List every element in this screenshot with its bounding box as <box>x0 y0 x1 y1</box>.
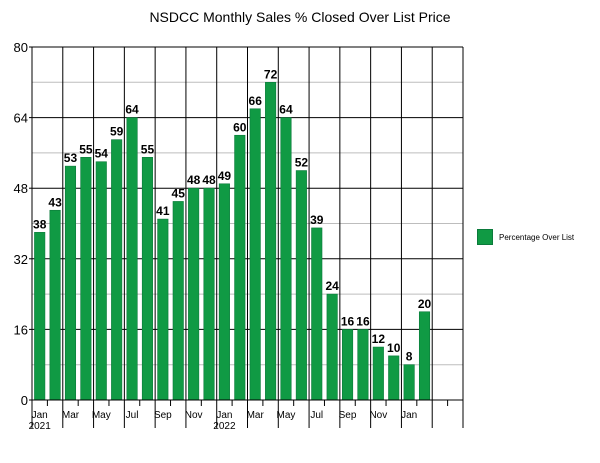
bar <box>172 201 184 401</box>
bar <box>280 117 292 401</box>
x-tick-year-label: 2022 <box>213 421 236 432</box>
x-tick-label: Jul <box>126 410 139 421</box>
data-label: 66 <box>249 94 263 108</box>
data-label: 39 <box>310 213 324 227</box>
chart-title: NSDCC Monthly Sales % Closed Over List P… <box>149 9 451 25</box>
x-tick-label: Nov <box>369 410 387 421</box>
bar <box>80 157 92 401</box>
data-label: 55 <box>141 142 155 156</box>
bar <box>188 187 200 401</box>
bar <box>372 346 384 401</box>
bar <box>388 355 400 401</box>
bar <box>34 232 46 401</box>
data-label: 60 <box>233 120 247 134</box>
x-tick-label: Sep <box>339 410 357 421</box>
data-label: 16 <box>341 314 355 328</box>
bar <box>326 293 338 401</box>
data-label: 38 <box>33 217 47 231</box>
data-label: 10 <box>387 341 401 355</box>
bar <box>49 209 61 401</box>
bar <box>218 183 230 401</box>
bar <box>249 108 261 401</box>
data-label: 20 <box>418 297 432 311</box>
bar <box>141 157 153 401</box>
legend-label: Percentage Over List <box>499 232 575 242</box>
x-tick-label: Jan <box>32 410 48 421</box>
data-label: 54 <box>95 147 109 161</box>
bar <box>234 134 246 401</box>
data-label: 12 <box>372 332 386 346</box>
bar <box>111 139 123 401</box>
x-tick-label: Jan <box>216 410 232 421</box>
data-label: 48 <box>202 173 216 187</box>
x-tick-label: May <box>277 410 296 421</box>
x-tick-label: Mar <box>62 410 80 421</box>
data-label: 53 <box>64 151 78 165</box>
data-label: 64 <box>279 103 293 117</box>
y-tick-label: 48 <box>14 181 28 196</box>
bar <box>418 311 431 401</box>
data-label: 52 <box>295 156 309 170</box>
data-label: 72 <box>264 67 278 81</box>
bar <box>295 170 307 401</box>
data-label: 41 <box>156 204 170 218</box>
bar <box>357 329 369 401</box>
data-label: 64 <box>125 103 139 117</box>
y-tick-label: 0 <box>21 393 28 408</box>
bars-group <box>34 82 431 401</box>
bar <box>203 187 215 401</box>
data-label: 48 <box>187 173 201 187</box>
y-tick-label: 80 <box>14 40 28 55</box>
x-tick-label: May <box>92 410 111 421</box>
legend-swatch <box>477 229 493 245</box>
bar <box>64 165 77 401</box>
x-tick-label: Jan <box>401 410 417 421</box>
bar <box>403 364 415 401</box>
bar <box>157 218 169 401</box>
bar <box>126 117 138 401</box>
x-tick-label: Nov <box>185 410 203 421</box>
y-tick-label: 16 <box>14 322 28 337</box>
bar <box>311 227 323 401</box>
x-tick-label: Jul <box>310 410 323 421</box>
bar <box>342 329 354 401</box>
legend: Percentage Over List <box>477 229 574 245</box>
data-label: 49 <box>218 169 232 183</box>
bar <box>95 161 107 401</box>
y-tick-label: 32 <box>14 252 28 267</box>
data-label: 45 <box>172 186 186 200</box>
y-tick-label: 64 <box>14 111 28 126</box>
x-tick-label: Sep <box>154 410 172 421</box>
data-label: 43 <box>48 195 62 209</box>
data-label: 55 <box>79 142 93 156</box>
data-label: 16 <box>356 314 370 328</box>
x-tick-label: Mar <box>247 410 265 421</box>
data-label: 59 <box>110 125 124 139</box>
data-label: 24 <box>325 279 339 293</box>
data-label: 8 <box>406 350 413 364</box>
bar <box>265 82 277 401</box>
x-tick-year-label: 2021 <box>29 421 52 432</box>
